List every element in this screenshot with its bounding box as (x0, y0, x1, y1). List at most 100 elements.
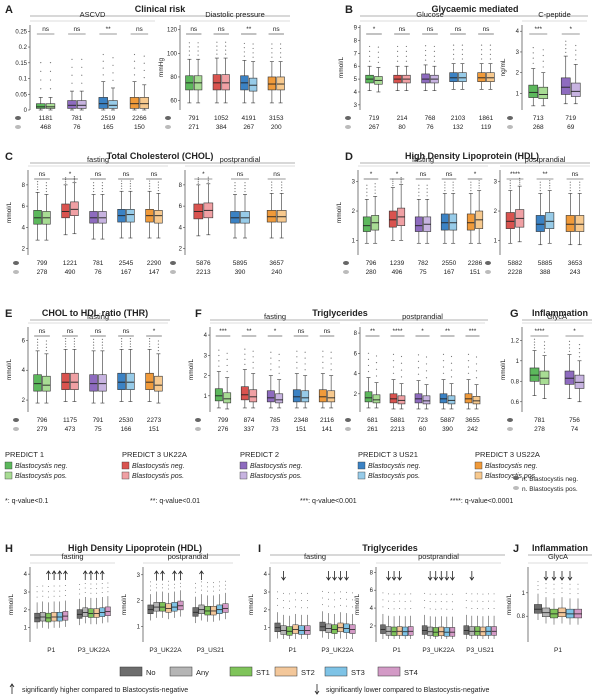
box-p2-pos (77, 100, 87, 109)
panel-letter-e: E (5, 308, 12, 320)
outlier-point (188, 54, 190, 56)
y-tick-label: 0.2 (19, 45, 28, 51)
outlier-point (470, 187, 472, 189)
outlier-point (252, 361, 254, 363)
outlier-point (465, 600, 467, 602)
n-neg: 785 (270, 417, 281, 424)
box-us22-neg (477, 72, 486, 82)
outlier-point (143, 69, 145, 72)
outlier-point (59, 590, 61, 592)
n-pos-dot (195, 427, 201, 431)
outlier-point (465, 607, 467, 609)
outlier-point (64, 180, 67, 182)
outlier-point (49, 79, 52, 81)
outlier-point (92, 344, 95, 346)
y-tick-label: 0.05 (15, 92, 27, 98)
outlier-point (450, 369, 453, 371)
outlier-point (40, 88, 42, 90)
outlier-point (120, 338, 123, 340)
box-uk-neg (61, 372, 70, 390)
outlier-point (92, 182, 95, 184)
outlier-point (296, 350, 298, 352)
outlier-point (90, 592, 92, 594)
outlier-point (569, 187, 571, 189)
outlier-point (400, 369, 403, 371)
outlier-point (368, 60, 371, 62)
n-pos: 166 (121, 426, 132, 433)
outlier-point (244, 187, 246, 190)
outlier-point (392, 182, 394, 184)
y-tick-label: 0 (24, 108, 28, 114)
sig-label: ns (399, 26, 407, 33)
legend-neg-label: Blastocystis neg. (15, 463, 68, 470)
outlier-point (461, 44, 464, 46)
box-p2-neg (564, 370, 575, 385)
n-neg: 2530 (119, 417, 134, 424)
arrow-down-head (397, 576, 402, 581)
legend-arrow-down-head (314, 690, 320, 695)
outlier-point (322, 367, 324, 369)
outlier-point (201, 581, 202, 583)
outlier-point (532, 52, 534, 54)
outlier-point (578, 343, 581, 346)
outlier-point (197, 50, 199, 52)
outlier-point (519, 181, 521, 183)
outlier-point (366, 195, 368, 197)
outlier-point (188, 50, 190, 52)
outlier-point (278, 372, 280, 374)
outlier-point (328, 598, 329, 600)
sig-label: ns (420, 171, 428, 178)
outlier-point (532, 47, 534, 49)
outlier-point (129, 185, 132, 187)
outlier-point (461, 53, 464, 55)
subtype-swatch (229, 666, 253, 677)
n-pos: 141 (322, 426, 333, 433)
n-neg: 799 (37, 260, 48, 267)
outlier-point (129, 183, 132, 185)
arrow-down-head (438, 576, 444, 581)
outlier-point (40, 62, 42, 64)
outlier-point (452, 49, 455, 51)
outlier-point (307, 607, 308, 609)
group-label: P3_UK22A (321, 647, 354, 654)
outlier-point (328, 591, 329, 593)
outlier-point (396, 50, 399, 52)
sig-label: ** (106, 26, 112, 33)
n-neg: 1175 (63, 417, 77, 424)
outlier-point (156, 583, 157, 585)
n-neg: 5882 (508, 260, 523, 267)
outlier-point (400, 177, 402, 179)
outlier-point (475, 370, 478, 372)
n-pos: 151 (296, 426, 307, 433)
panel-title-c: Total Cholesterol (CHOL) (107, 151, 214, 161)
panel-i1: fasting 1 2 3 4 mmol/L P1 P3_UK22A (248, 552, 360, 654)
outlier-point (45, 343, 48, 345)
outlier-point (404, 600, 406, 602)
panel-d2: postprandial 1 2 3 **** 5882 2228 ** 5885 388 ns 36… (485, 155, 590, 276)
box-uk-neg (505, 212, 515, 229)
y-tick-label: 2 (24, 608, 28, 614)
outlier-point (565, 44, 567, 46)
n-pos: 60 (419, 426, 427, 433)
y-tick-label: 2 (352, 209, 356, 215)
outlier-point (444, 187, 446, 189)
box-uk-neg (61, 203, 70, 219)
box-uk-pos (249, 389, 258, 403)
outlier-point (542, 66, 544, 68)
outlier-point (424, 607, 426, 609)
box-p1-neg (362, 216, 371, 232)
outlier-point (195, 591, 196, 593)
y-tick-label: 3 (494, 180, 498, 186)
outlier-point (180, 582, 181, 584)
arrow-up-head (46, 570, 51, 575)
outlier-point (418, 191, 420, 193)
outlier-point (489, 58, 492, 60)
outlier-point (568, 347, 571, 349)
outlier-point (59, 585, 61, 587)
panel-letter-b: B (345, 4, 353, 16)
outlier-point (452, 181, 454, 183)
outlier-point (569, 181, 571, 183)
box-us22-pos (327, 390, 336, 403)
n-neg: 799 (218, 417, 229, 424)
outlier-point (277, 591, 278, 593)
